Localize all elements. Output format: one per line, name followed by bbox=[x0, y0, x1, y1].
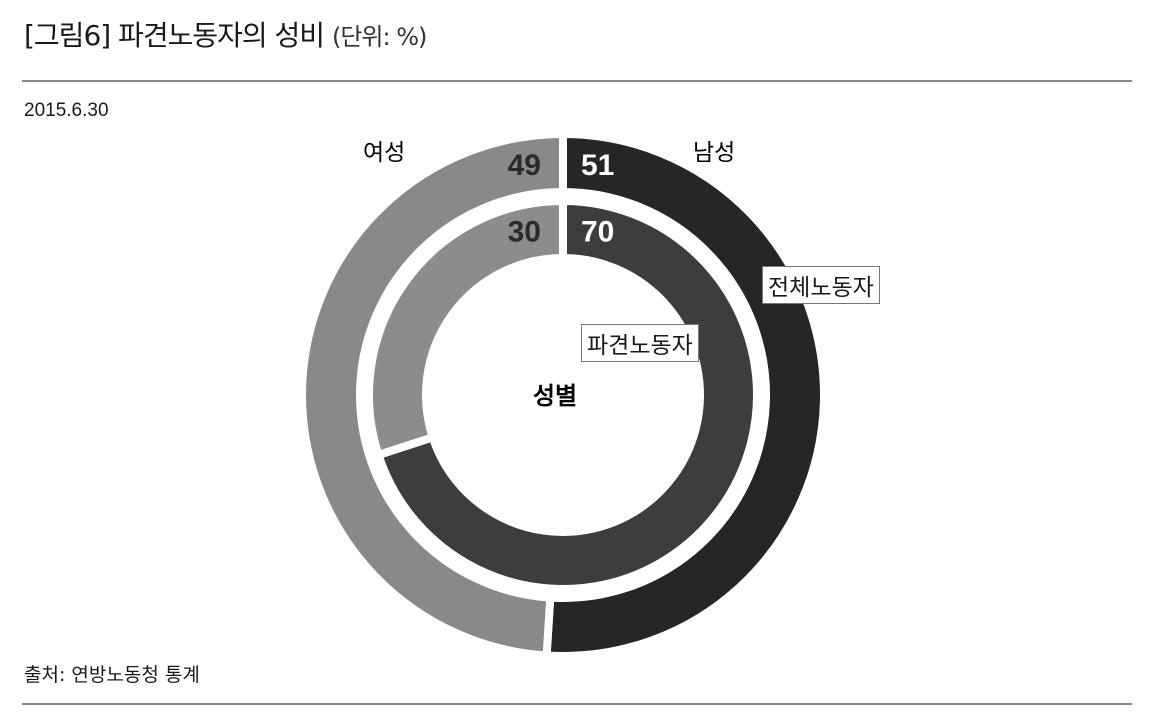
inner-ring-segment-female bbox=[365, 196, 567, 460]
legend-female: 여성 bbox=[363, 140, 405, 166]
top-divider bbox=[22, 80, 1132, 82]
date-label: 2015.6.30 bbox=[24, 100, 109, 121]
ring-label-inner: 파견노동자 bbox=[581, 324, 699, 362]
inner-ring-segment-male bbox=[373, 196, 761, 593]
bottom-divider bbox=[22, 703, 1132, 705]
unit-label: (단위: %) bbox=[331, 23, 427, 51]
outer-value-label-female: 49 bbox=[508, 149, 541, 182]
inner-value-label-male: 70 bbox=[581, 216, 614, 249]
ring-label-outer: 전체노동자 bbox=[762, 266, 880, 304]
outer-ring-segment-male bbox=[542, 129, 828, 660]
source-note: 출처: 연방노동청 통계 bbox=[24, 664, 200, 686]
outer-value-label-male: 51 bbox=[581, 149, 614, 182]
center-label: 성별 bbox=[533, 382, 577, 410]
chart-title: [그림6] 파견노동자의 성비 (단위: %) bbox=[24, 19, 427, 52]
inner-value-label-female: 30 bbox=[508, 216, 541, 249]
outer-ring-segment-female bbox=[298, 129, 567, 660]
legend-male: 남성 bbox=[693, 140, 735, 166]
